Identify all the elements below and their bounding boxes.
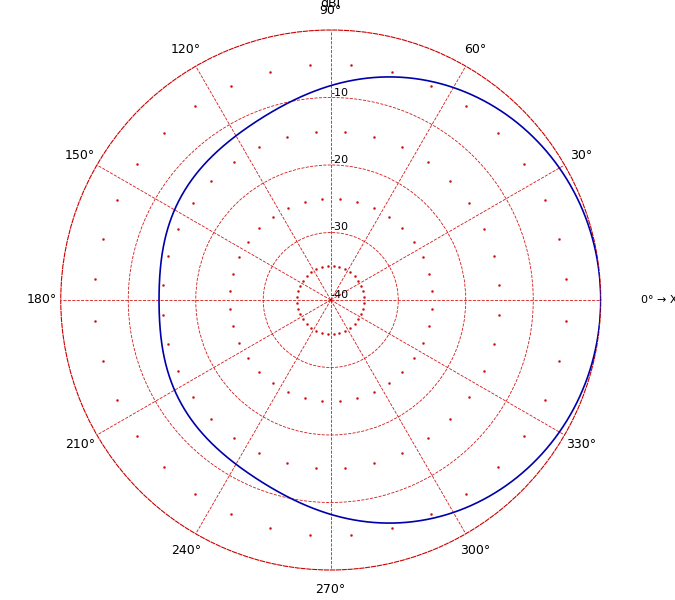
Text: dBi: dBi [321,0,341,10]
Text: 0° → X axis: 0° → X axis [641,295,675,305]
